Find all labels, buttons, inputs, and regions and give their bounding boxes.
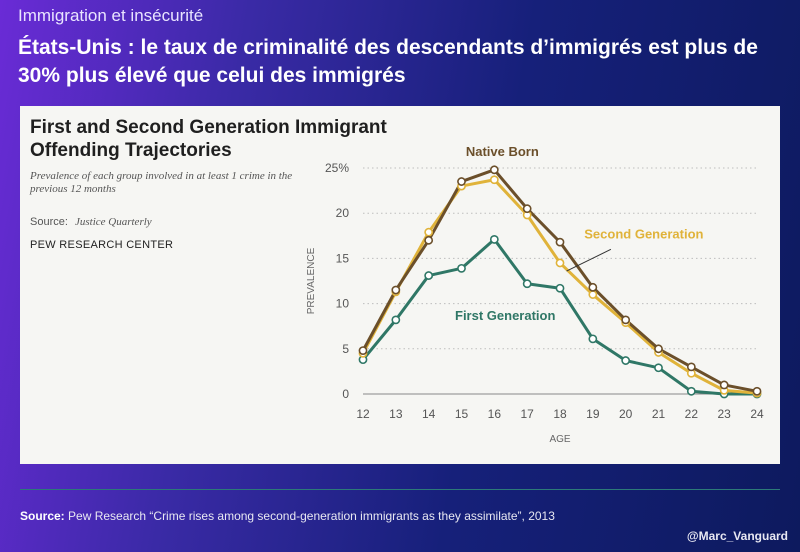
data-point bbox=[588, 334, 598, 344]
chart-source: Source: Justice Quarterly bbox=[30, 216, 152, 228]
chart-title: First and Second Generation Immigrant Of… bbox=[30, 117, 387, 161]
data-point bbox=[457, 177, 466, 186]
data-point bbox=[522, 204, 532, 214]
data-point bbox=[489, 165, 499, 175]
author-handle: @Marc_Vanguard bbox=[686, 529, 788, 543]
data-point bbox=[391, 285, 401, 295]
headline: États-Unis : le taux de criminalité des … bbox=[18, 36, 758, 87]
y-tick-label: 10 bbox=[336, 297, 350, 311]
data-point bbox=[522, 279, 532, 289]
data-point bbox=[686, 386, 696, 396]
data-point bbox=[621, 356, 631, 365]
data-point bbox=[424, 227, 434, 237]
series-line-native-born bbox=[361, 168, 758, 393]
x-tick-label: 22 bbox=[685, 407, 699, 421]
series-label: Second Generation bbox=[584, 227, 703, 242]
line-chart: 0 5 10 15 20 25% 12 13 14 15 16 17 18 19 20 21 22 23 24 AGE… bbox=[306, 144, 764, 445]
x-tick-label: 24 bbox=[750, 407, 764, 421]
y-tick-label: 20 bbox=[336, 206, 350, 220]
chart-subtitle: Prevalence of each group involved in at … bbox=[30, 170, 293, 195]
x-tick-label: 17 bbox=[520, 407, 534, 421]
data-point bbox=[555, 237, 565, 247]
footer-source: Source: Pew Research “Crime rises among … bbox=[20, 509, 555, 523]
data-point bbox=[391, 315, 401, 325]
x-tick-label: 21 bbox=[652, 407, 666, 421]
series-label-leader bbox=[566, 248, 612, 272]
series-label: Native Born bbox=[466, 144, 539, 159]
x-tick-label: 16 bbox=[488, 407, 502, 421]
chart-panel: First and Second Generation Immigrant Of… bbox=[20, 106, 780, 464]
data-point bbox=[424, 271, 434, 280]
data-point bbox=[489, 235, 499, 244]
x-tick-label: 23 bbox=[717, 407, 731, 421]
chart-organization: PEW RESEARCH CENTER bbox=[30, 239, 174, 251]
data-point bbox=[555, 283, 565, 293]
data-point bbox=[358, 346, 368, 356]
data-point bbox=[457, 263, 466, 273]
data-point bbox=[654, 344, 663, 354]
y-tick-label: 0 bbox=[342, 387, 349, 401]
data-point bbox=[686, 362, 696, 372]
footer-source-label: Source: bbox=[20, 509, 65, 523]
y-tick-label: 5 bbox=[342, 342, 349, 356]
y-axis-label: PREVALENCE bbox=[306, 247, 317, 314]
data-point bbox=[621, 315, 631, 325]
data-point bbox=[588, 282, 598, 292]
footer-source-text: Pew Research “Crime rises among second-g… bbox=[68, 509, 555, 523]
data-point bbox=[588, 290, 598, 299]
series-label: First Generation bbox=[455, 308, 555, 323]
chart-source-label: Source: bbox=[30, 216, 68, 228]
x-tick-label: 19 bbox=[586, 407, 600, 421]
y-tick-label: 15 bbox=[336, 251, 350, 265]
x-tick-label: 13 bbox=[389, 407, 403, 421]
x-axis-label: AGE bbox=[549, 434, 570, 445]
x-tick-label: 15 bbox=[455, 407, 469, 421]
data-point bbox=[555, 258, 565, 268]
x-tick-label: 18 bbox=[553, 407, 567, 421]
data-point bbox=[489, 175, 499, 185]
data-point bbox=[752, 386, 762, 396]
chart-source-value: Justice Quarterly bbox=[74, 216, 152, 228]
x-tick-label: 14 bbox=[422, 407, 436, 421]
x-tick-label: 20 bbox=[619, 407, 633, 421]
x-tick-label: 12 bbox=[356, 407, 370, 421]
footer-divider bbox=[20, 489, 780, 490]
y-tick-label: 25% bbox=[325, 161, 349, 175]
data-point bbox=[654, 363, 663, 373]
data-point bbox=[719, 380, 729, 390]
topic-label: Immigration et insécurité bbox=[18, 6, 204, 25]
data-point bbox=[424, 235, 434, 245]
